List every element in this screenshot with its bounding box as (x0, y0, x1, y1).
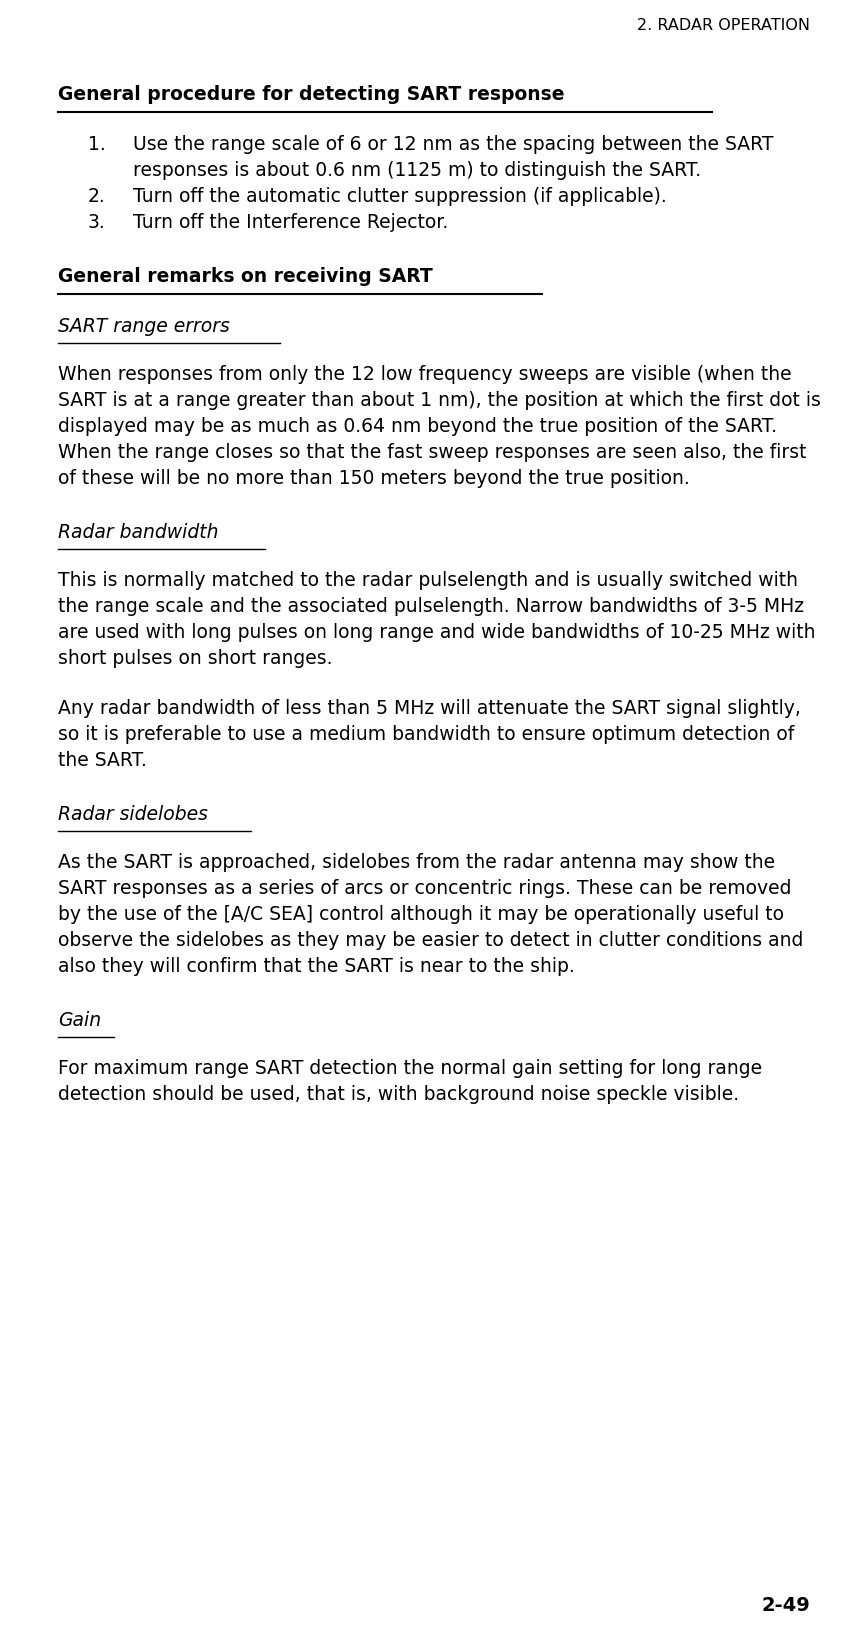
Text: by the use of the [A/C SEA] control although it may be operationally useful to: by the use of the [A/C SEA] control alth… (58, 904, 784, 924)
Text: the range scale and the associated pulselength. Narrow bandwidths of 3-5 MHz: the range scale and the associated pulse… (58, 597, 804, 615)
Text: For maximum range SART detection the normal gain setting for long range: For maximum range SART detection the nor… (58, 1058, 762, 1077)
Text: General procedure for detecting SART response: General procedure for detecting SART res… (58, 85, 564, 104)
Text: displayed may be as much as 0.64 nm beyond the true position of the SART.: displayed may be as much as 0.64 nm beyo… (58, 416, 777, 436)
Text: also they will confirm that the SART is near to the ship.: also they will confirm that the SART is … (58, 956, 575, 976)
Text: are used with long pulses on long range and wide bandwidths of 10-25 MHz with: are used with long pulses on long range … (58, 623, 816, 641)
Text: Radar bandwidth: Radar bandwidth (58, 522, 219, 542)
Text: SART range errors: SART range errors (58, 317, 230, 336)
Text: As the SART is approached, sidelobes from the radar antenna may show the: As the SART is approached, sidelobes fro… (58, 852, 775, 871)
Text: 3.: 3. (88, 212, 106, 232)
Text: Turn off the automatic clutter suppression (if applicable).: Turn off the automatic clutter suppressi… (133, 188, 667, 206)
Text: When responses from only the 12 low frequency sweeps are visible (when the: When responses from only the 12 low freq… (58, 366, 792, 384)
Text: 1.: 1. (88, 135, 106, 153)
Text: Radar sidelobes: Radar sidelobes (58, 805, 208, 824)
Text: General remarks on receiving SART: General remarks on receiving SART (58, 268, 433, 286)
Text: responses is about 0.6 nm (1125 m) to distinguish the SART.: responses is about 0.6 nm (1125 m) to di… (133, 162, 701, 180)
Text: Gain: Gain (58, 1010, 101, 1030)
Text: Any radar bandwidth of less than 5 MHz will attenuate the SART signal slightly,: Any radar bandwidth of less than 5 MHz w… (58, 698, 801, 718)
Text: 2. RADAR OPERATION: 2. RADAR OPERATION (637, 18, 810, 33)
Text: of these will be no more than 150 meters beyond the true position.: of these will be no more than 150 meters… (58, 468, 690, 488)
Text: This is normally matched to the radar pulselength and is usually switched with: This is normally matched to the radar pu… (58, 571, 798, 589)
Text: so it is preferable to use a medium bandwidth to ensure optimum detection of: so it is preferable to use a medium band… (58, 725, 794, 744)
Text: 2-49: 2-49 (761, 1594, 810, 1614)
Text: observe the sidelobes as they may be easier to detect in clutter conditions and: observe the sidelobes as they may be eas… (58, 930, 804, 950)
Text: Turn off the Interference Rejector.: Turn off the Interference Rejector. (133, 212, 448, 232)
Text: When the range closes so that the fast sweep responses are seen also, the first: When the range closes so that the fast s… (58, 442, 806, 462)
Text: the SART.: the SART. (58, 751, 147, 770)
Text: short pulses on short ranges.: short pulses on short ranges. (58, 648, 333, 667)
Text: SART is at a range greater than about 1 nm), the position at which the first dot: SART is at a range greater than about 1 … (58, 390, 821, 410)
Text: detection should be used, that is, with background noise speckle visible.: detection should be used, that is, with … (58, 1084, 739, 1103)
Text: 2.: 2. (88, 188, 106, 206)
Text: Use the range scale of 6 or 12 nm as the spacing between the SART: Use the range scale of 6 or 12 nm as the… (133, 135, 774, 153)
Text: SART responses as a series of arcs or concentric rings. These can be removed: SART responses as a series of arcs or co… (58, 878, 792, 898)
